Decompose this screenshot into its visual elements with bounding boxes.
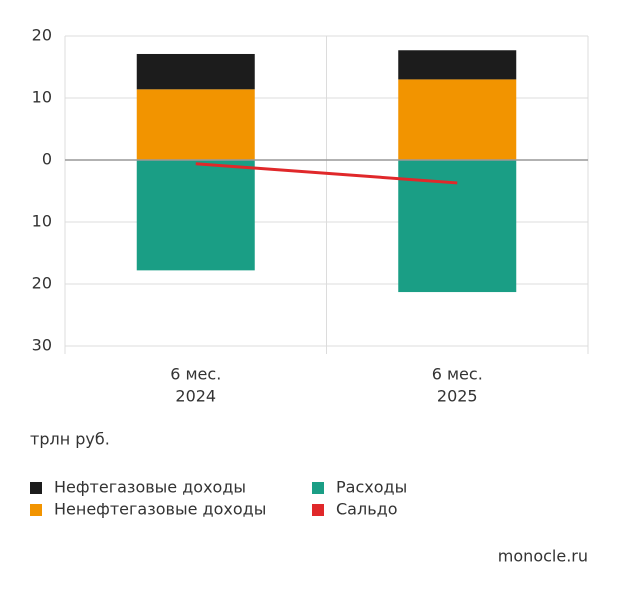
y-tick-label: 20 <box>32 26 52 45</box>
legend-swatch <box>312 504 324 516</box>
y-tick-label: 10 <box>32 88 52 107</box>
legend-swatch <box>30 504 42 516</box>
x-tick-label: 2024 <box>175 387 216 406</box>
x-tick-label: 6 мес. <box>432 365 483 384</box>
bar <box>136 89 255 160</box>
line <box>195 162 458 185</box>
source: monocle.ru <box>498 547 588 566</box>
x-tick-label: 2025 <box>437 387 478 406</box>
legend-label: Нефтегазовые доходы <box>54 478 246 497</box>
bar <box>136 53 255 90</box>
y-tick-label: 10 <box>32 212 52 231</box>
legend-label: Ненефтегазовые доходы <box>54 500 266 519</box>
legend-label: Сальдо <box>336 500 397 519</box>
bar <box>398 79 517 160</box>
y-tick-label: 20 <box>32 274 52 293</box>
x-tick-label: 6 мес. <box>170 365 221 384</box>
y-tick-label: 30 <box>32 336 52 355</box>
unit-label: трлн руб. <box>30 430 110 449</box>
legend-swatch <box>30 482 42 494</box>
bar <box>136 160 255 271</box>
y-tick-label: 0 <box>42 150 52 169</box>
legend-swatch <box>312 482 324 494</box>
legend-label: Расходы <box>336 478 407 497</box>
bar <box>398 50 517 80</box>
